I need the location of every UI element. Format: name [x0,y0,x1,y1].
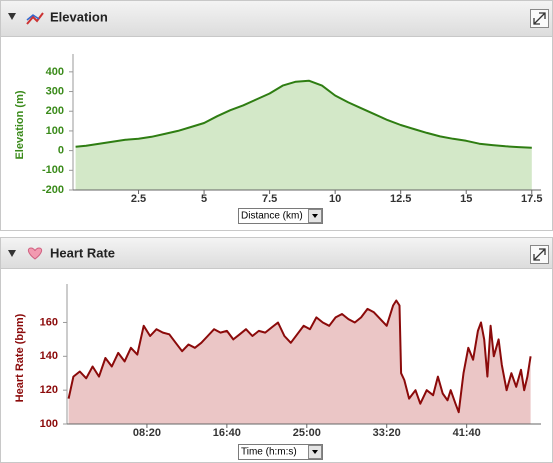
expand-button[interactable] [530,9,549,28]
panel-header [0,0,553,37]
panel-title: Elevation [50,9,108,24]
x-axis-label: Time (h:m:s) [241,447,297,458]
y-tick-label: 200 [46,105,64,117]
x-axis-label: Distance (km) [241,211,303,222]
dropdown-arrow [312,450,318,454]
y-tick-label: 120 [40,384,58,396]
y-tick-label: 0 [58,145,64,157]
x-axis-dropdown[interactable]: Distance (km) [238,208,323,224]
elevation-icon [26,12,44,25]
area-fill [68,300,531,424]
x-tick-label: 2.5 [131,193,146,205]
x-tick-label: 08:20 [133,427,161,439]
x-tick-label: 17.5 [521,193,542,205]
y-tick-label: -200 [42,184,64,196]
y-tick-label: 400 [46,66,64,78]
expand-button[interactable] [530,245,549,264]
y-tick-label: -100 [42,164,64,176]
collapse-toggle[interactable] [8,13,16,20]
x-tick-label: 16:40 [213,427,241,439]
x-axis-dropdown[interactable]: Time (h:m:s) [238,444,323,460]
dropdown-box [238,208,323,224]
x-tick-label: 25:00 [293,427,321,439]
y-tick-label: 140 [40,350,58,362]
collapse-toggle[interactable] [8,250,16,257]
data-line [75,79,532,149]
data-line [67,299,532,414]
y-axis-label: Heart Rate (bpm) [14,313,26,402]
x-tick-label: 7.5 [262,193,277,205]
x-tick-label: 15 [460,193,472,205]
y-tick-label: 160 [40,316,58,328]
y-tick-label: 100 [40,418,58,430]
heart-icon [27,247,43,260]
y-tick-label: 300 [46,85,64,97]
x-tick-label: 5 [201,193,207,205]
y-axis-label: Elevation (m) [14,90,26,159]
x-tick-label: 33:20 [373,427,401,439]
x-tick-label: 41:40 [453,427,481,439]
dropdown-arrow [312,214,318,218]
y-tick-label: 100 [46,125,64,137]
x-tick-label: 12.5 [390,193,411,205]
x-tick-label: 10 [329,193,341,205]
panel-title: Heart Rate [50,245,115,260]
area-fill [75,80,532,190]
dropdown-box [238,444,323,460]
